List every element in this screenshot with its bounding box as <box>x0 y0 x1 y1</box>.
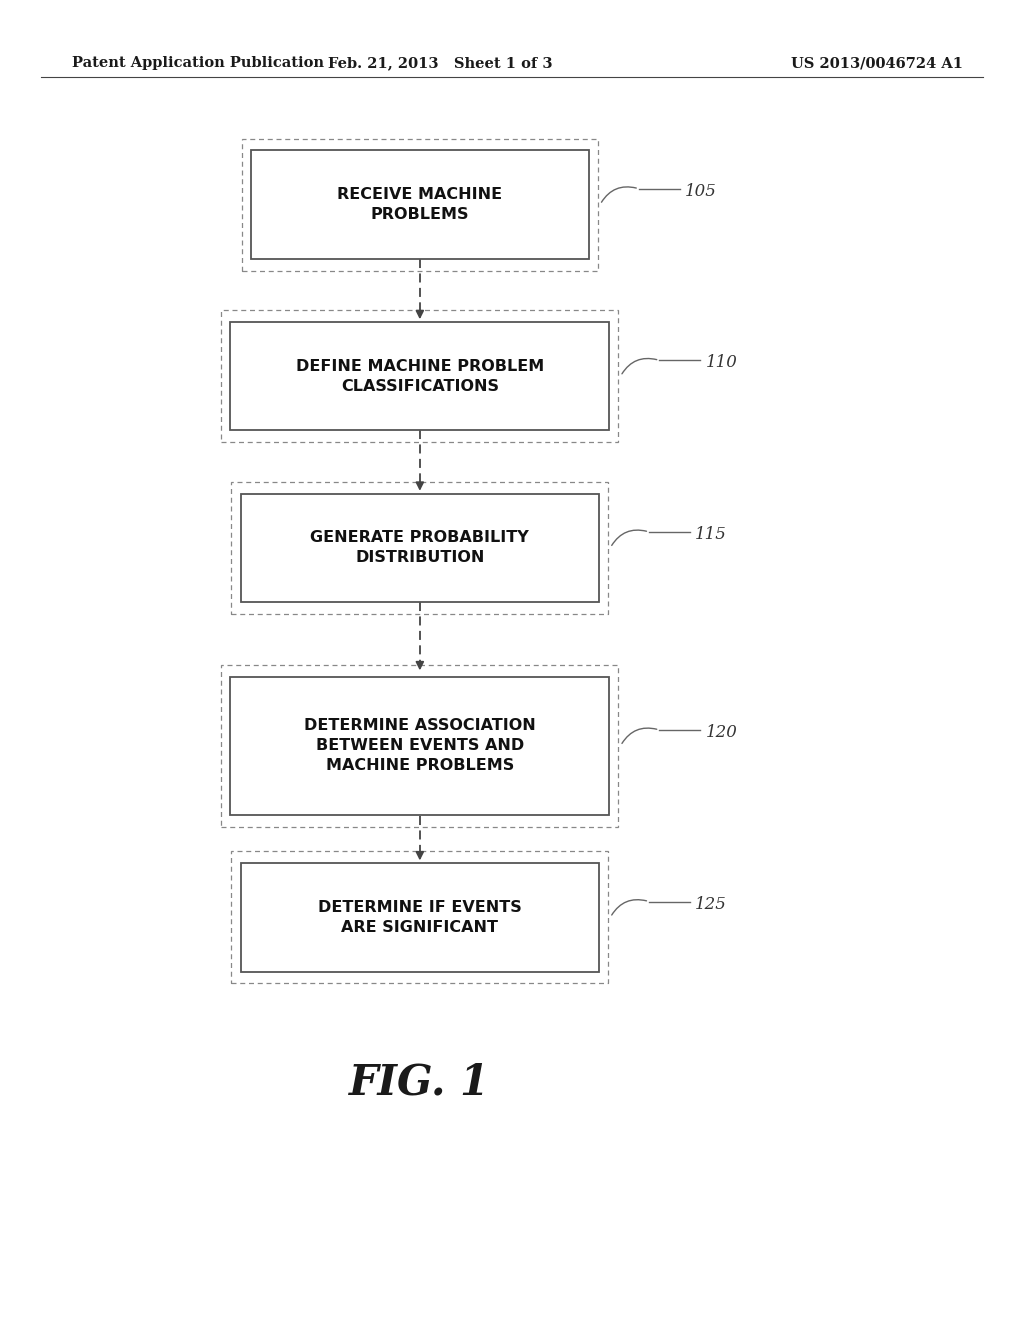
Text: GENERATE PROBABILITY
DISTRIBUTION: GENERATE PROBABILITY DISTRIBUTION <box>310 531 529 565</box>
Bar <box>251 150 589 259</box>
Text: FIG. 1: FIG. 1 <box>349 1061 490 1104</box>
Bar <box>241 494 599 602</box>
Text: 115: 115 <box>695 527 727 543</box>
Text: DETERMINE IF EVENTS
ARE SIGNIFICANT: DETERMINE IF EVENTS ARE SIGNIFICANT <box>318 900 521 935</box>
Bar <box>230 676 609 814</box>
Text: 105: 105 <box>685 183 717 199</box>
Text: 110: 110 <box>706 355 737 371</box>
Bar <box>221 664 618 826</box>
Bar <box>231 851 608 983</box>
Text: DETERMINE ASSOCIATION
BETWEEN EVENTS AND
MACHINE PROBLEMS: DETERMINE ASSOCIATION BETWEEN EVENTS AND… <box>304 718 536 774</box>
Text: Feb. 21, 2013   Sheet 1 of 3: Feb. 21, 2013 Sheet 1 of 3 <box>328 57 553 70</box>
Text: US 2013/0046724 A1: US 2013/0046724 A1 <box>791 57 963 70</box>
Text: 120: 120 <box>706 725 737 741</box>
Bar <box>231 482 608 614</box>
Text: DEFINE MACHINE PROBLEM
CLASSIFICATIONS: DEFINE MACHINE PROBLEM CLASSIFICATIONS <box>296 359 544 393</box>
Text: 125: 125 <box>695 896 727 912</box>
Bar <box>230 322 609 430</box>
Bar <box>221 310 618 442</box>
Bar <box>241 863 599 972</box>
Bar <box>242 139 598 271</box>
Text: Patent Application Publication: Patent Application Publication <box>72 57 324 70</box>
Text: RECEIVE MACHINE
PROBLEMS: RECEIVE MACHINE PROBLEMS <box>337 187 503 222</box>
